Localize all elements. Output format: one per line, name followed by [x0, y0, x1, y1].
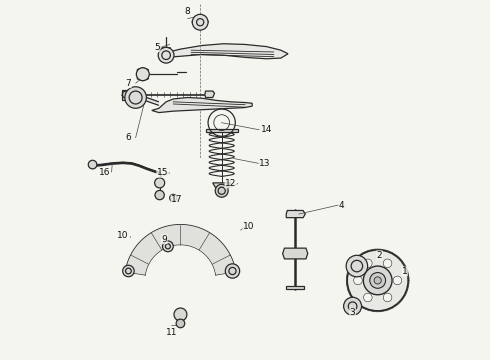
Circle shape: [192, 14, 208, 30]
Circle shape: [383, 259, 392, 267]
Polygon shape: [286, 211, 305, 218]
Text: 16: 16: [98, 168, 110, 177]
Circle shape: [155, 190, 164, 200]
Circle shape: [354, 276, 362, 285]
Circle shape: [155, 178, 165, 188]
Polygon shape: [205, 129, 238, 132]
Circle shape: [393, 276, 402, 285]
Polygon shape: [192, 21, 208, 22]
Text: 3: 3: [350, 308, 355, 317]
Circle shape: [225, 264, 240, 278]
Polygon shape: [137, 68, 148, 81]
Text: 2: 2: [377, 251, 382, 260]
Circle shape: [383, 293, 392, 302]
Circle shape: [88, 160, 97, 169]
Text: 5: 5: [154, 43, 160, 52]
Text: 12: 12: [225, 179, 236, 188]
Polygon shape: [137, 96, 159, 105]
Circle shape: [374, 277, 381, 284]
Text: 1: 1: [402, 267, 408, 276]
Circle shape: [176, 319, 185, 328]
Polygon shape: [286, 286, 304, 289]
Text: 4: 4: [339, 201, 344, 210]
Text: 10: 10: [243, 222, 254, 231]
Text: 15: 15: [157, 168, 168, 177]
Polygon shape: [213, 183, 231, 187]
Circle shape: [347, 250, 408, 311]
Text: 9: 9: [161, 235, 167, 244]
Circle shape: [364, 259, 372, 267]
Text: 17: 17: [171, 195, 183, 204]
Circle shape: [215, 184, 228, 197]
Polygon shape: [125, 225, 235, 275]
Polygon shape: [283, 248, 308, 259]
Circle shape: [174, 308, 187, 321]
Text: 8: 8: [185, 7, 191, 16]
Polygon shape: [152, 98, 252, 113]
Polygon shape: [166, 44, 288, 59]
Text: 10: 10: [117, 231, 129, 240]
Circle shape: [370, 273, 386, 288]
Text: 11: 11: [166, 328, 177, 337]
Text: 7: 7: [125, 79, 131, 88]
Circle shape: [163, 241, 173, 252]
Polygon shape: [122, 90, 129, 100]
Text: 6: 6: [125, 133, 131, 142]
Text: 14: 14: [261, 125, 272, 134]
Circle shape: [125, 87, 147, 108]
Circle shape: [122, 265, 134, 277]
Circle shape: [170, 194, 177, 202]
Circle shape: [346, 255, 368, 277]
Polygon shape: [205, 91, 215, 98]
Circle shape: [136, 68, 149, 81]
Circle shape: [158, 47, 174, 63]
Circle shape: [364, 293, 372, 302]
Text: 13: 13: [259, 159, 270, 168]
Circle shape: [364, 266, 392, 295]
Circle shape: [343, 297, 362, 315]
